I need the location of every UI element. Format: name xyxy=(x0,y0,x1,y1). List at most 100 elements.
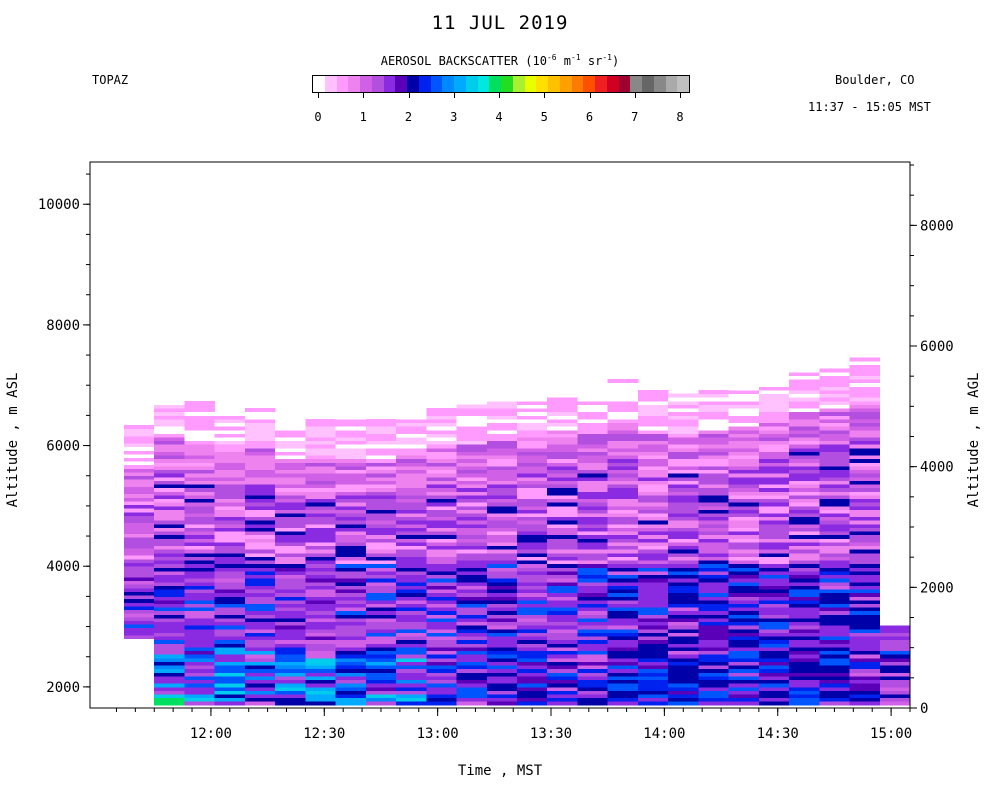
heatmap-cell xyxy=(819,502,850,507)
heatmap-cell xyxy=(577,542,609,547)
heatmap-cell xyxy=(789,386,820,391)
heatmap-cell xyxy=(517,419,548,423)
heatmap-cell xyxy=(849,701,881,706)
heatmap-cell xyxy=(456,458,488,463)
heatmap-cell xyxy=(396,466,427,471)
heatmap-cell xyxy=(698,419,729,423)
heatmap-cell xyxy=(728,701,760,706)
heatmap-cell xyxy=(758,668,790,673)
heatmap-cell xyxy=(517,448,548,452)
colorbar-title-exp: -6 xyxy=(546,53,557,62)
heatmap-cell xyxy=(486,567,518,572)
heatmap-cell xyxy=(426,516,457,521)
heatmap-cell xyxy=(789,469,820,474)
heatmap-cell xyxy=(214,607,246,612)
heatmap-cell xyxy=(789,650,820,655)
heatmap-cell xyxy=(456,672,488,677)
heatmap-cell xyxy=(819,661,850,666)
heatmap-cell xyxy=(789,647,820,652)
heatmap-cell xyxy=(577,466,609,471)
heatmap-cell xyxy=(214,455,246,460)
heatmap-cell xyxy=(668,676,699,680)
heatmap-cell xyxy=(124,483,155,487)
heatmap-cell xyxy=(517,643,548,648)
heatmap-cell xyxy=(275,636,306,641)
heatmap-cell xyxy=(184,408,216,413)
x-tick-label: 13:30 xyxy=(530,726,572,742)
heatmap-cell xyxy=(819,462,850,467)
heatmap-cell xyxy=(728,650,760,655)
heatmap-cell xyxy=(154,574,185,579)
heatmap-cell xyxy=(305,480,336,485)
heatmap-cell xyxy=(577,524,609,528)
heatmap-cell xyxy=(214,589,246,594)
colorbar-swatch xyxy=(512,76,525,92)
heatmap-cell xyxy=(577,639,609,644)
heatmap-cell xyxy=(396,433,427,438)
heatmap-cell xyxy=(244,600,276,604)
heatmap-cell xyxy=(184,567,216,572)
heatmap-cell xyxy=(789,607,820,612)
heatmap-cell xyxy=(275,650,306,655)
heatmap-cell xyxy=(184,419,216,423)
heatmap-cell xyxy=(154,632,185,637)
heatmap-cell xyxy=(758,556,790,561)
heatmap-cell xyxy=(486,397,518,402)
heatmap-cell xyxy=(456,473,488,478)
heatmap-cell xyxy=(637,524,669,528)
heatmap-cell xyxy=(849,513,881,518)
heatmap-cell xyxy=(396,542,427,547)
heatmap-cell xyxy=(819,509,850,514)
heatmap-cell xyxy=(517,694,548,699)
heatmap-cell xyxy=(365,524,397,528)
heatmap-cell xyxy=(335,668,367,673)
heatmap-cell xyxy=(758,484,790,489)
heatmap-cell xyxy=(456,621,488,626)
heatmap-cell xyxy=(426,581,457,586)
heatmap-cell xyxy=(728,556,760,561)
heatmap-cell xyxy=(396,625,427,630)
heatmap-cell xyxy=(154,665,185,670)
heatmap-cell xyxy=(335,480,367,485)
heatmap-cell xyxy=(214,476,246,481)
heatmap-cell xyxy=(849,567,881,572)
heatmap-cell xyxy=(819,429,850,434)
heatmap-cell xyxy=(335,513,367,518)
heatmap-cell xyxy=(244,545,276,550)
heatmap-cell xyxy=(517,563,548,568)
heatmap-cell xyxy=(365,694,397,699)
heatmap-cell xyxy=(547,632,578,637)
heatmap-cell xyxy=(305,458,336,463)
heatmap-cell xyxy=(698,542,729,547)
heatmap-cell xyxy=(154,614,185,619)
heatmap-cell xyxy=(728,397,760,402)
heatmap-cell xyxy=(154,625,185,630)
heatmap-cell xyxy=(124,461,155,466)
heatmap-cell xyxy=(184,592,216,597)
heatmap-cell xyxy=(154,690,185,695)
heatmap-cell xyxy=(819,679,850,684)
heatmap-cell xyxy=(244,643,276,648)
heatmap-cell xyxy=(637,697,669,702)
heatmap-cell xyxy=(396,657,427,662)
heatmap-cell xyxy=(275,524,306,528)
heatmap-cell xyxy=(184,600,216,604)
heatmap-cell xyxy=(698,571,729,575)
heatmap-cell xyxy=(305,574,336,579)
heatmap-cell xyxy=(637,520,669,525)
heatmap-cell xyxy=(305,581,336,586)
heatmap-cell xyxy=(789,505,820,510)
heatmap-cell xyxy=(547,404,578,409)
heatmap-cell xyxy=(365,563,397,568)
heatmap-cell xyxy=(698,458,729,463)
heatmap-cell xyxy=(456,650,488,655)
heatmap-cell xyxy=(335,607,367,612)
heatmap-cell xyxy=(789,509,820,514)
heatmap-cell xyxy=(607,393,639,398)
heatmap-cell xyxy=(426,440,457,445)
heatmap-cell xyxy=(758,643,790,648)
heatmap-cell xyxy=(124,526,155,531)
heatmap-cell xyxy=(244,621,276,626)
heatmap-cell xyxy=(517,697,548,702)
heatmap-cell xyxy=(789,676,820,680)
